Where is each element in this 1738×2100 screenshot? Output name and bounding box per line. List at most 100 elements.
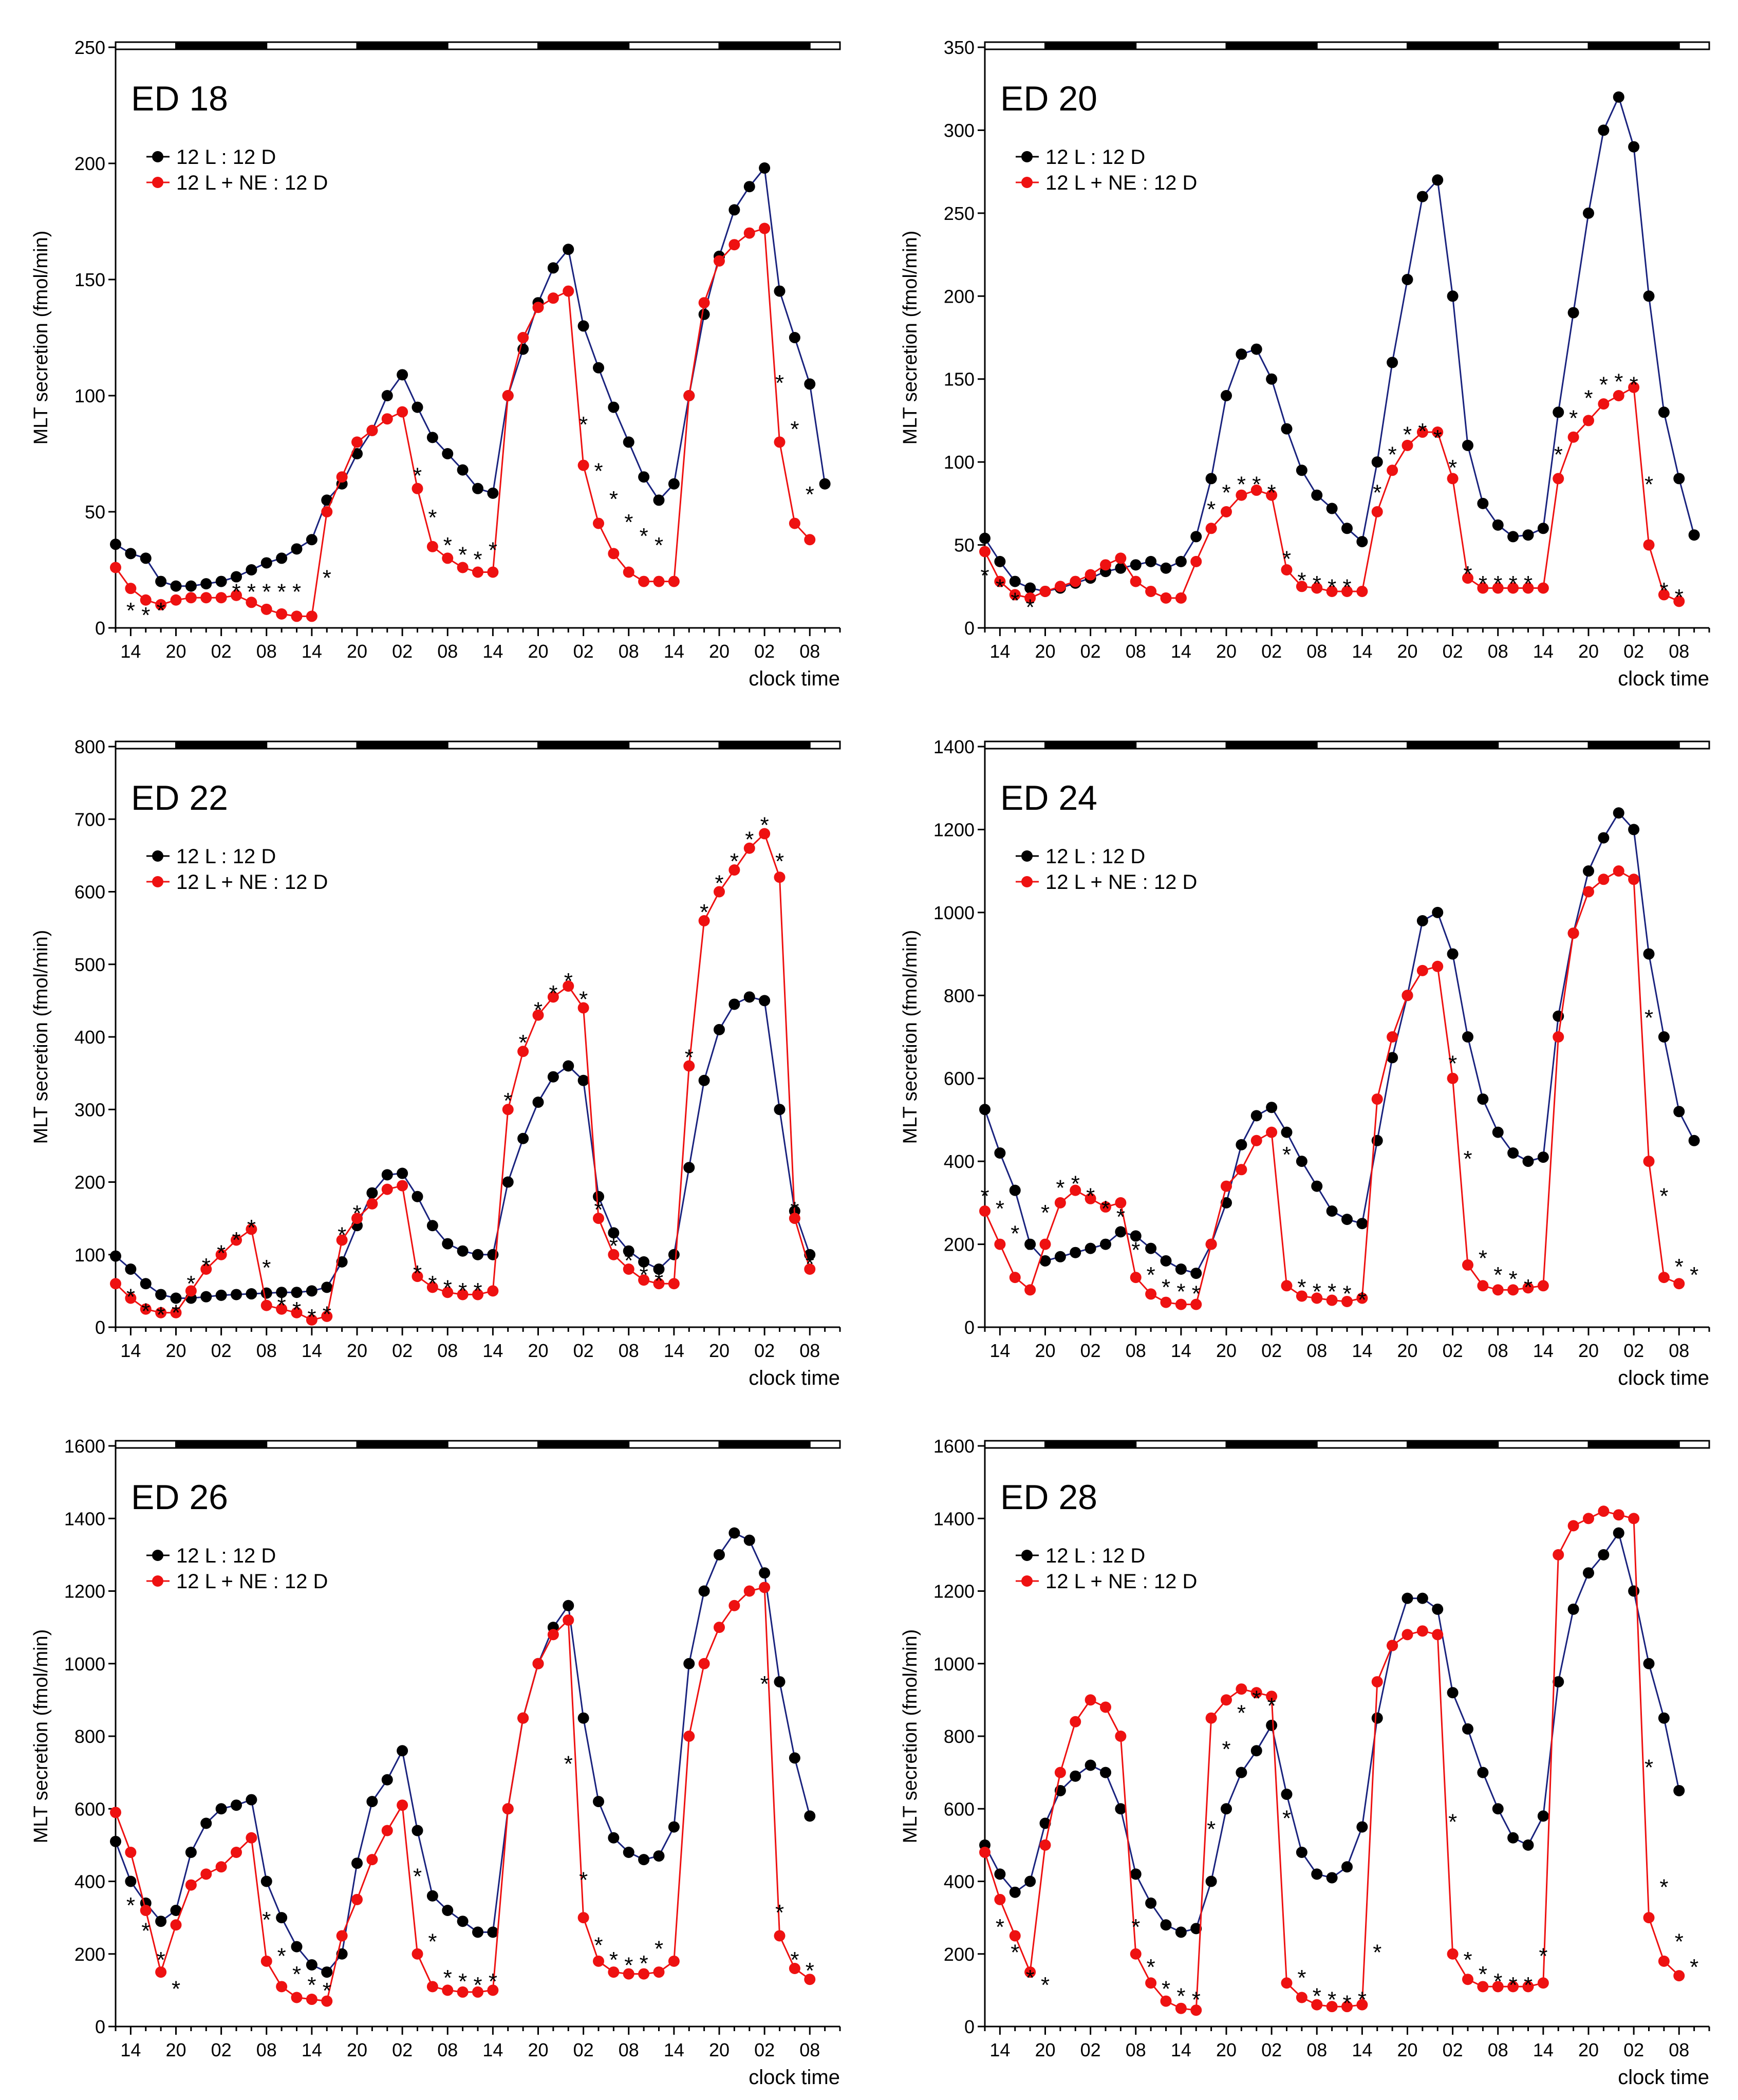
data-point-control — [638, 471, 650, 483]
data-point-control — [1175, 1263, 1187, 1275]
y-tick-label: 0 — [964, 1317, 975, 1338]
data-point-ne — [774, 436, 786, 448]
y-axis-label: MLT secretion (fmol/min) — [30, 231, 52, 445]
data-point-ne — [1371, 1093, 1383, 1105]
x-tick-label: 14 — [302, 1340, 322, 1361]
data-point-control — [1250, 1745, 1262, 1757]
data-point-ne — [246, 597, 257, 608]
y-tick-label: 200 — [944, 286, 975, 307]
data-point-control — [1583, 865, 1594, 877]
data-point-ne — [260, 1955, 272, 1967]
x-tick-label: 20 — [347, 1340, 367, 1361]
data-point-ne — [1537, 582, 1549, 594]
legend-label-ne: 12 L + NE : 12 D — [176, 1570, 328, 1593]
data-point-ne — [1250, 1135, 1262, 1146]
y-tick-label: 250 — [74, 37, 105, 58]
data-point-ne — [1236, 489, 1247, 501]
data-point-ne — [215, 592, 227, 604]
data-point-control — [1522, 1839, 1534, 1851]
data-point-control — [714, 1024, 725, 1035]
legend-label-ne: 12 L + NE : 12 D — [1045, 172, 1197, 194]
significance-star: * — [292, 1297, 301, 1323]
data-point-control — [306, 1285, 317, 1297]
y-tick-label: 300 — [944, 120, 975, 141]
significance-star: * — [1162, 1275, 1170, 1300]
data-point-ne — [1492, 1981, 1504, 1993]
data-point-ne — [1356, 585, 1368, 597]
light-dark-bar-light — [984, 41, 1046, 50]
light-dark-bar-light — [1497, 740, 1590, 750]
x-tick-label: 20 — [1216, 2039, 1237, 2060]
data-point-control — [412, 401, 423, 413]
x-axis-label: clock time — [749, 2066, 840, 2089]
significance-star: * — [996, 1915, 1004, 1940]
significance-star: * — [1252, 1686, 1261, 1711]
data-point-control — [668, 1249, 680, 1260]
significance-star: * — [1313, 571, 1321, 597]
x-tick-label: 14 — [482, 1340, 503, 1361]
x-tick-label: 20 — [1578, 1340, 1599, 1361]
significance-star: * — [232, 580, 240, 605]
significance-star: * — [640, 1262, 648, 1288]
legend-marker-control — [152, 151, 163, 162]
data-point-ne — [728, 239, 740, 251]
y-axis-label: MLT secretion (fmol/min) — [30, 1629, 52, 1844]
data-point-ne — [1221, 506, 1232, 517]
significance-star: * — [624, 1953, 633, 1978]
data-point-control — [683, 1658, 695, 1669]
x-tick-label: 20 — [347, 641, 367, 662]
significance-star: * — [217, 1241, 226, 1266]
y-tick-label: 0 — [964, 2016, 975, 2037]
x-tick-label: 02 — [754, 641, 775, 662]
data-point-control — [608, 401, 620, 413]
data-point-ne — [1673, 1970, 1685, 1982]
significance-star: * — [790, 1197, 799, 1222]
data-point-ne — [260, 603, 272, 615]
data-point-ne — [1190, 1298, 1202, 1310]
data-point-control — [1221, 390, 1232, 401]
light-dark-bar-dark — [1044, 41, 1137, 50]
significance-star: * — [594, 1197, 603, 1222]
data-point-control — [1054, 1251, 1066, 1262]
data-point-control — [1296, 464, 1307, 476]
x-tick-label: 02 — [392, 1340, 413, 1361]
legend-label-ne: 12 L + NE : 12 D — [176, 871, 328, 894]
legend-marker-ne — [1021, 177, 1033, 188]
significance-star: * — [1539, 1944, 1547, 1969]
x-tick-label: 08 — [1306, 1340, 1327, 1361]
legend-marker-control — [152, 850, 163, 862]
data-point-ne — [979, 1847, 991, 1858]
significance-star: * — [277, 1293, 286, 1318]
data-point-ne — [1070, 1716, 1081, 1727]
data-point-control — [125, 1263, 137, 1275]
data-point-control — [1537, 1810, 1549, 1822]
light-dark-bar-dark — [1407, 740, 1499, 750]
data-point-ne — [759, 1582, 771, 1593]
data-point-control — [231, 571, 242, 583]
data-point-control — [110, 538, 121, 550]
data-point-control — [728, 998, 740, 1010]
data-point-control — [1356, 536, 1368, 548]
data-point-ne — [1477, 1280, 1489, 1292]
y-tick-label: 1000 — [933, 1653, 975, 1675]
data-point-ne — [994, 1238, 1006, 1250]
data-point-control — [1039, 1817, 1051, 1829]
significance-star: * — [1479, 1962, 1487, 1987]
data-point-ne — [1477, 582, 1489, 594]
data-point-control — [260, 1875, 272, 1887]
light-dark-bar-light — [1316, 740, 1408, 750]
significance-star: * — [1026, 1238, 1035, 1263]
data-point-control — [789, 1752, 800, 1764]
data-point-control — [804, 378, 816, 390]
data-point-ne — [1236, 1164, 1247, 1176]
data-point-ne — [1024, 1966, 1036, 1978]
data-point-ne — [291, 1992, 303, 2003]
x-tick-label: 20 — [528, 1340, 548, 1361]
data-point-control — [1130, 1230, 1142, 1242]
significance-star: * — [1524, 1275, 1533, 1300]
x-tick-label: 08 — [1669, 1340, 1689, 1361]
significance-star: * — [564, 1751, 573, 1776]
significance-star: * — [1086, 1184, 1095, 1209]
significance-star: * — [141, 603, 150, 628]
light-dark-bar-dark — [718, 41, 811, 50]
